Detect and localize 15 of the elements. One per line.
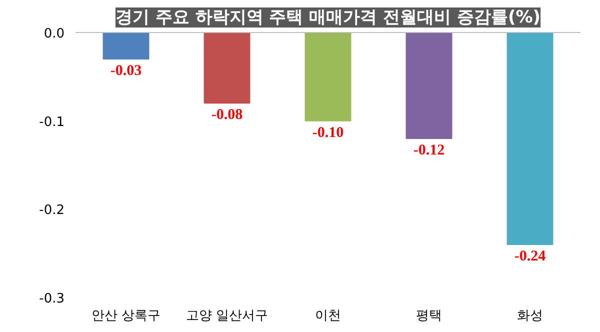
y-tick-label: -0.1 — [39, 114, 65, 130]
data-label: -0.12 — [413, 142, 445, 158]
x-tick-label: 화성 — [517, 308, 543, 324]
data-label: -0.24 — [514, 248, 546, 264]
y-tick-label: 0.0 — [44, 26, 65, 42]
data-label: -0.08 — [211, 107, 243, 124]
chart-title: 경기 주요 하락지역 주택 매매가격 전월대비 증감률(%) — [115, 8, 541, 28]
data-label: -0.10 — [312, 124, 344, 141]
x-tick-label: 평택 — [416, 308, 442, 324]
x-tick-label: 고양 일산서구 — [186, 308, 268, 324]
y-tick-label: -0.3 — [39, 292, 65, 306]
x-tick-label: 이천 — [315, 308, 341, 324]
data-label: -0.03 — [110, 63, 142, 79]
x-tick-label: 안산 상록구 — [91, 308, 161, 324]
y-tick-label: -0.2 — [39, 203, 65, 218]
